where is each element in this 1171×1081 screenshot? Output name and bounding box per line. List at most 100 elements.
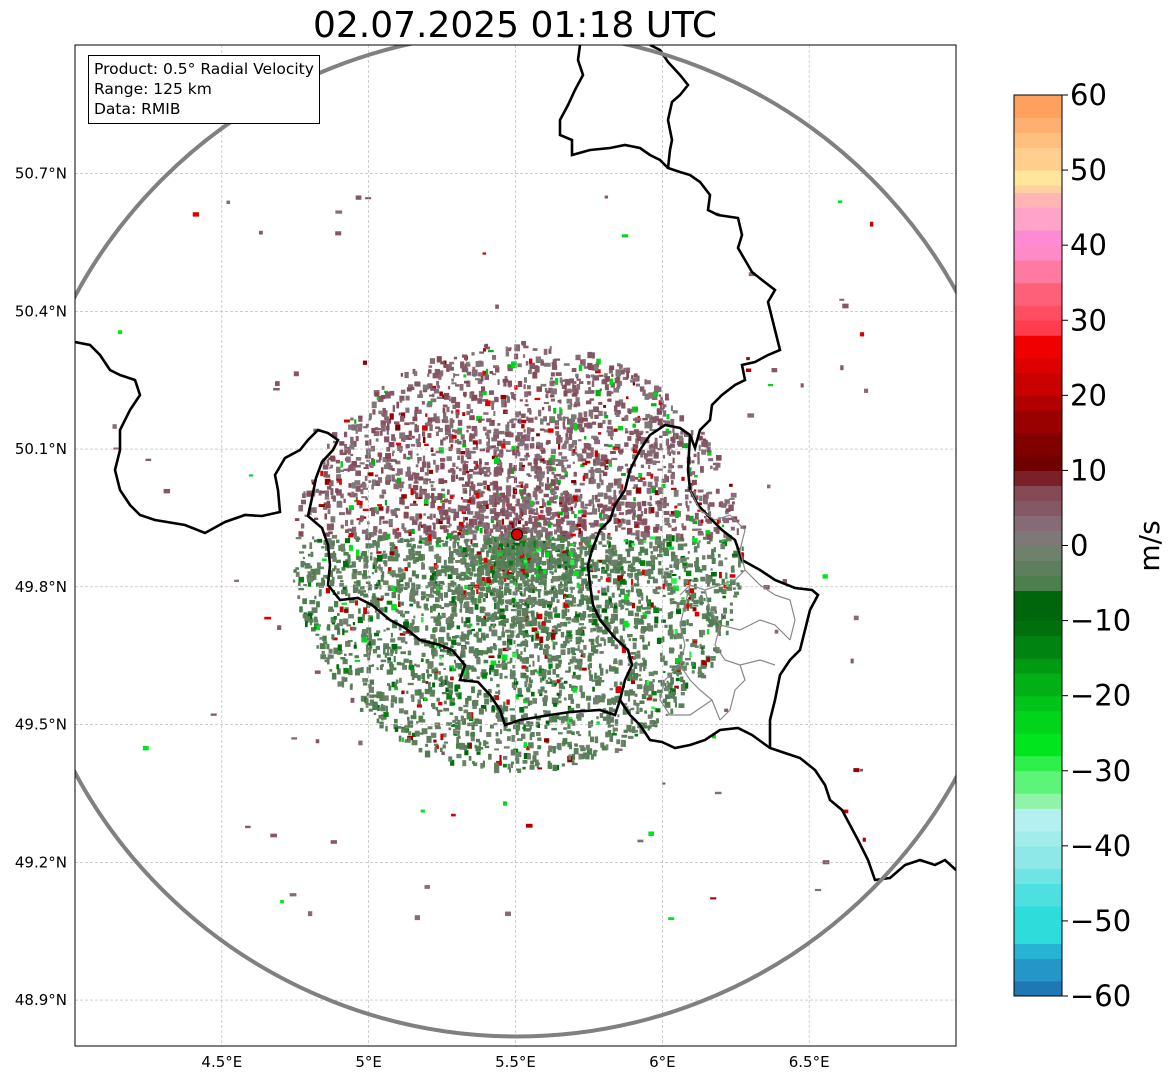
echo-pixel — [574, 660, 579, 663]
echo-pixel — [457, 428, 461, 433]
echo-pixel — [488, 446, 491, 450]
echo-pixel — [608, 368, 613, 374]
echo-pixel — [617, 554, 623, 560]
echo-pixel — [551, 512, 556, 518]
echo-pixel — [685, 514, 690, 521]
echo-pixel — [373, 431, 380, 437]
echo-pixel — [391, 434, 395, 441]
echo-pixel — [517, 363, 522, 368]
echo-pixel — [484, 374, 490, 380]
echo-pixel — [461, 718, 467, 725]
echo-pixel — [464, 538, 470, 542]
echo-pixel — [659, 407, 664, 412]
echo-pixel — [388, 518, 393, 526]
echo-pixel — [369, 694, 375, 699]
echo-pixel — [556, 522, 559, 525]
echo-pixel — [315, 633, 320, 636]
echo-pixel — [401, 727, 408, 733]
echo-pixel — [554, 613, 561, 618]
echo-pixel — [534, 494, 538, 501]
echo-pixel — [440, 498, 443, 503]
echo-pixel — [636, 571, 643, 576]
echo-pixel — [627, 569, 631, 572]
echo-pixel — [707, 491, 713, 495]
echo-pixel — [411, 582, 416, 590]
echo-pixel — [471, 668, 477, 672]
echo-pixel — [368, 633, 372, 639]
echo-pixel — [330, 516, 336, 523]
echo-pixel — [610, 613, 614, 621]
echo-pixel — [571, 762, 578, 766]
echo-pixel — [592, 459, 598, 466]
echo-pixel — [414, 663, 417, 667]
echo-pixel — [614, 443, 621, 450]
echo-pixel — [729, 618, 734, 621]
echo-pixel — [495, 740, 502, 744]
echo-pixel — [612, 629, 619, 634]
echo-pixel — [534, 416, 538, 420]
echo-pixel — [404, 529, 409, 534]
echo-pixel — [666, 535, 673, 541]
echo-pixel — [516, 542, 522, 547]
echo-pixel — [438, 373, 443, 377]
echo-pixel — [348, 533, 354, 538]
echo-pixel — [528, 517, 533, 524]
echo-pixel — [465, 617, 470, 624]
echo-pixel — [613, 603, 618, 609]
echo-pixel — [475, 738, 481, 743]
echo-pixel — [569, 639, 573, 642]
echo-pixel — [510, 714, 516, 722]
echo-pixel — [465, 547, 468, 555]
echo-pixel — [523, 742, 528, 748]
echo-pixel — [324, 544, 328, 551]
echo-pixel — [585, 536, 592, 543]
echo-pixel — [623, 539, 628, 542]
echo-pixel — [539, 448, 546, 452]
echo-pixel — [435, 590, 441, 596]
echo-pixel — [491, 437, 498, 442]
echo-pixel — [517, 768, 522, 773]
echo-pixel — [578, 712, 584, 717]
echo-pixel — [500, 576, 504, 580]
echo-pixel — [592, 646, 596, 650]
echo-pixel — [499, 462, 503, 469]
echo-pixel — [568, 443, 573, 451]
echo-pixel — [341, 566, 346, 571]
echo-pixel — [632, 509, 637, 516]
echo-pixel — [533, 523, 538, 528]
echo-pixel — [602, 513, 608, 520]
echo-pixel — [573, 544, 577, 548]
echo-pixel — [523, 723, 528, 727]
echo-pixel — [476, 568, 481, 572]
echo-pixel — [464, 646, 467, 650]
echo-pixel — [424, 688, 430, 695]
echo-pixel — [362, 682, 368, 686]
echo-pixel — [357, 667, 363, 673]
echo-pixel — [669, 564, 673, 569]
echo-pixel — [672, 589, 676, 594]
echo-pixel — [652, 391, 659, 397]
echo-pixel — [505, 346, 508, 352]
echo-pixel — [374, 608, 378, 613]
echo-pixel — [455, 401, 461, 408]
echo-pixel — [665, 567, 669, 571]
echo-pixel — [505, 351, 510, 357]
echo-pixel — [527, 557, 531, 564]
echo-pixel — [715, 488, 720, 494]
echo-pixel — [564, 440, 569, 444]
echo-pixel — [618, 659, 623, 666]
echo-pixel — [576, 384, 581, 390]
echo-pixel — [668, 624, 673, 631]
echo-pixel — [661, 575, 667, 579]
echo-pixel — [682, 525, 687, 531]
echo-pixel — [639, 560, 646, 566]
echo-pixel — [534, 397, 541, 401]
echo-pixel — [638, 620, 645, 625]
echo-pixel — [481, 577, 485, 582]
echo-pixel — [580, 458, 587, 462]
echo-pixel — [537, 540, 544, 548]
echo-pixel — [669, 696, 674, 699]
echo-pixel — [603, 443, 609, 447]
echo-pixel — [379, 494, 385, 499]
echo-pixel — [453, 548, 460, 554]
